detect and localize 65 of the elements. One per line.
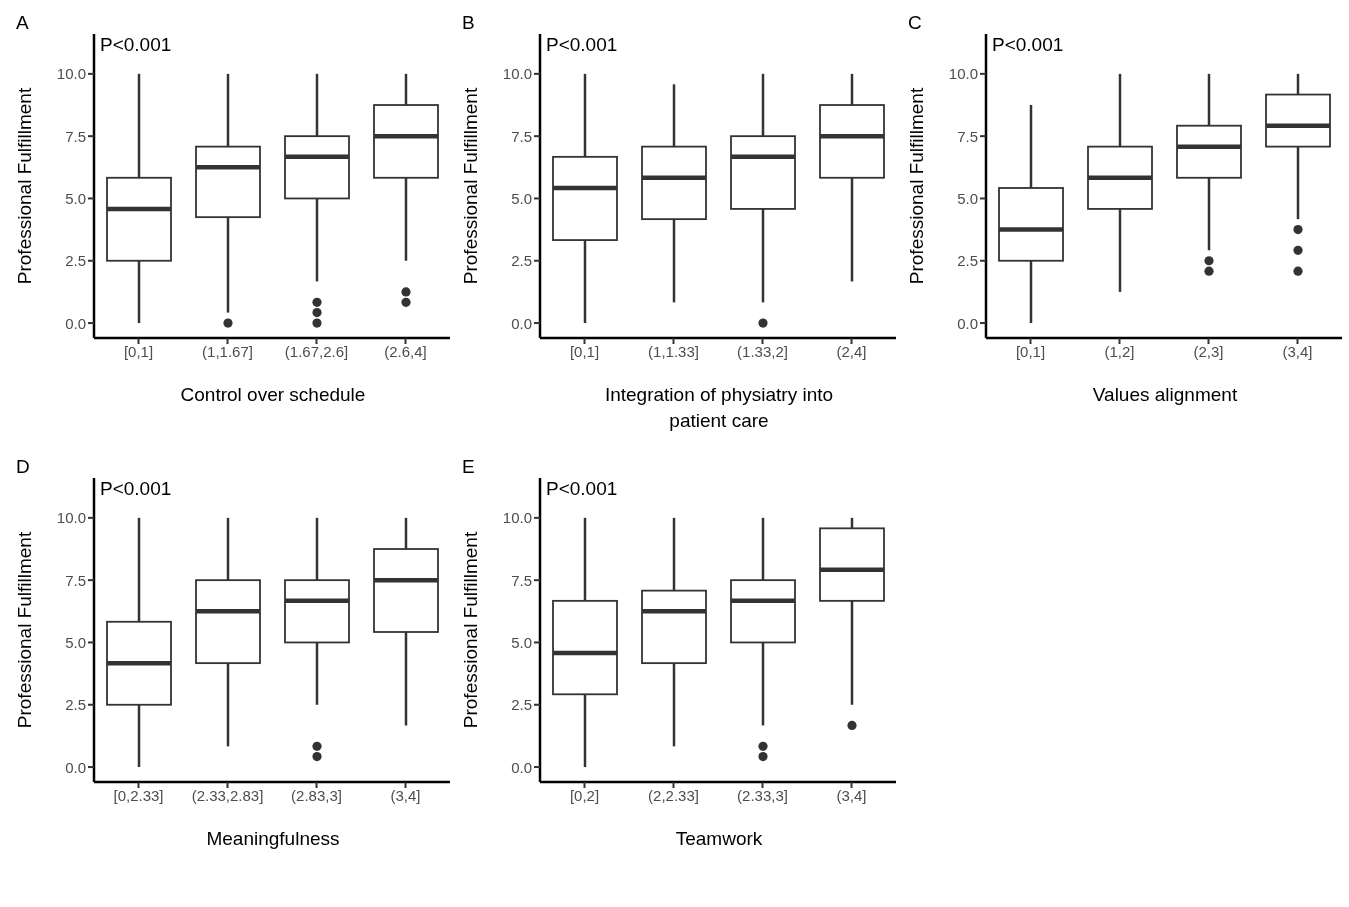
y-tick-label: 7.5 xyxy=(957,127,978,145)
x-tick-label: (2,4] xyxy=(836,342,867,360)
y-axis-title: Professional Fulfillment xyxy=(459,87,481,285)
y-tick-label: 2.5 xyxy=(511,252,532,270)
x-tick-label: (2,3] xyxy=(1193,342,1224,360)
x-axis-title: Values alignment xyxy=(1091,383,1239,407)
x-tick-label: [0,2] xyxy=(569,786,600,804)
x-tick-label: (2.33,3] xyxy=(737,786,788,804)
y-axis-title: Professional Fulfillment xyxy=(905,87,927,285)
x-axis-title: Integration of physiatry into patient care xyxy=(603,383,835,433)
annotation: P<0.001 xyxy=(546,478,618,500)
y-tick-label: 5.0 xyxy=(957,189,978,207)
chart-title: E xyxy=(462,456,475,478)
x-tick-label: (1,1.67] xyxy=(202,342,253,360)
y-tick-label: 0.0 xyxy=(65,758,86,776)
y-tick-label: 5.0 xyxy=(511,633,532,651)
x-tick-label: (1,1.33] xyxy=(648,342,699,360)
y-tick-label: 2.5 xyxy=(957,252,978,270)
chart-title: C xyxy=(908,12,922,34)
y-tick-label: 7.5 xyxy=(511,127,532,145)
y-axis-title: Professional Fulfillment xyxy=(13,531,35,729)
chart-title: A xyxy=(16,12,29,34)
x-tick-label: [0,2.33] xyxy=(113,786,164,804)
x-tick-label: (3,4] xyxy=(836,786,867,804)
y-tick-label: 5.0 xyxy=(65,189,86,207)
y-tick-label: 2.5 xyxy=(511,696,532,714)
y-tick-label: 0.0 xyxy=(65,314,86,332)
y-tick-label: 7.5 xyxy=(65,571,86,589)
y-axis-title: Professional Fulfillment xyxy=(459,531,481,729)
y-tick-label: 5.0 xyxy=(511,189,532,207)
y-tick-label: 0.0 xyxy=(511,758,532,776)
y-tick-label: 10.0 xyxy=(948,65,978,83)
y-tick-label: 0.0 xyxy=(957,314,978,332)
y-tick-label: 0.0 xyxy=(511,314,532,332)
chart-title: D xyxy=(16,456,30,478)
annotation: P<0.001 xyxy=(100,478,172,500)
chart-title: B xyxy=(462,12,475,34)
x-tick-label: (3,4] xyxy=(390,786,421,804)
y-tick-label: 2.5 xyxy=(65,696,86,714)
y-tick-label: 2.5 xyxy=(65,252,86,270)
x-axis-title: Teamwork xyxy=(674,827,764,851)
y-tick-label: 10.0 xyxy=(502,65,532,83)
y-tick-label: 10.0 xyxy=(502,509,532,527)
x-axis-title: Meaningfulness xyxy=(205,827,341,851)
y-tick-label: 10.0 xyxy=(56,65,86,83)
x-tick-label: (1,2] xyxy=(1104,342,1135,360)
x-axis-title: Control over schedule xyxy=(179,383,367,407)
annotation: P<0.001 xyxy=(992,34,1064,56)
x-tick-label: (1.33,2] xyxy=(737,342,788,360)
x-tick-label: [0,1] xyxy=(1015,342,1046,360)
x-tick-label: (2.33,2.83] xyxy=(191,786,264,804)
x-tick-label: [0,1] xyxy=(569,342,600,360)
y-tick-label: 7.5 xyxy=(65,127,86,145)
y-tick-label: 7.5 xyxy=(511,571,532,589)
x-tick-label: (1.67,2.6] xyxy=(284,342,349,360)
y-tick-label: 5.0 xyxy=(65,633,86,651)
x-tick-label: [0,1] xyxy=(123,342,154,360)
x-tick-label: (2,2.33] xyxy=(648,786,699,804)
y-tick-label: 10.0 xyxy=(56,509,86,527)
x-tick-label: (3,4] xyxy=(1282,342,1313,360)
x-tick-label: (2.83,3] xyxy=(291,786,342,804)
y-axis-title: Professional Fulfillment xyxy=(13,87,35,285)
x-tick-label: (2.6,4] xyxy=(384,342,427,360)
annotation: P<0.001 xyxy=(546,34,618,56)
annotation: P<0.001 xyxy=(100,34,172,56)
